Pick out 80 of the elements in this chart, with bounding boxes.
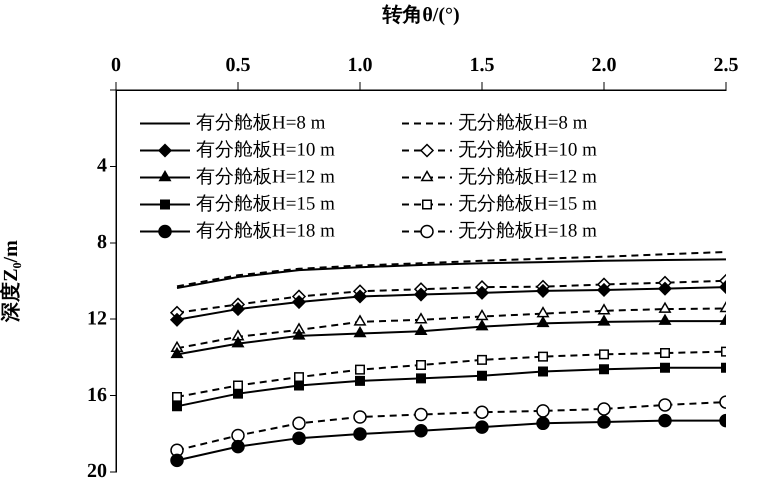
point <box>231 302 245 316</box>
y-tick-label: 20 <box>87 460 107 482</box>
point <box>294 380 304 390</box>
point <box>231 440 245 454</box>
point <box>232 336 244 348</box>
point <box>353 427 367 441</box>
point <box>599 364 609 374</box>
point <box>353 410 367 424</box>
point <box>292 416 306 430</box>
point <box>355 376 365 386</box>
point <box>477 354 487 365</box>
point <box>658 282 672 296</box>
legend-label: 无分舱板H=15 m <box>458 193 598 214</box>
point <box>170 313 184 327</box>
point <box>659 314 671 325</box>
x-tick-label: 1.5 <box>470 54 494 76</box>
point <box>537 316 549 328</box>
legend-label: 有分舱板H=8 m <box>196 112 326 134</box>
point <box>292 295 306 309</box>
point <box>477 370 487 381</box>
point <box>598 315 610 326</box>
point <box>658 398 672 412</box>
legend-label: 有分舱板H=12 m <box>196 166 336 188</box>
point <box>415 313 427 324</box>
point <box>231 428 245 442</box>
point <box>171 348 183 358</box>
point <box>660 362 670 373</box>
x-tick-label: 0 <box>111 54 121 76</box>
point <box>538 352 548 362</box>
legend-label: 有分舱板H=10 m <box>196 139 336 160</box>
point <box>476 310 488 320</box>
x-tick-label: 1.0 <box>348 54 372 76</box>
legend-label: 无分舱板H=8 m <box>458 112 588 134</box>
point <box>599 349 609 360</box>
point <box>475 405 489 419</box>
y-axis-title: 深度Z₀/m <box>0 240 22 323</box>
point <box>598 304 610 315</box>
point <box>353 290 367 304</box>
point <box>415 324 427 335</box>
point <box>597 402 611 416</box>
point <box>538 366 548 377</box>
y-tick-label: 12 <box>87 307 107 330</box>
point <box>658 414 672 428</box>
point <box>414 288 428 302</box>
point <box>170 454 184 468</box>
x-tick-label: 0.5 <box>226 54 250 76</box>
point <box>416 373 426 384</box>
legend-label: 无分舱板H=12 m <box>458 166 598 188</box>
point <box>537 306 549 318</box>
point <box>536 416 550 430</box>
point <box>476 320 488 330</box>
point <box>660 348 670 358</box>
y-tick-label: 8 <box>97 230 107 253</box>
point <box>354 326 366 338</box>
legend-label: 无分舱板H=10 m <box>458 139 598 160</box>
point <box>475 286 489 300</box>
legend-label: 无分舱板H=18 m <box>458 220 598 242</box>
point <box>597 283 611 297</box>
point <box>416 360 426 370</box>
point <box>233 388 243 399</box>
y-tick-label: 4 <box>97 154 107 177</box>
point <box>172 392 182 402</box>
point <box>536 404 550 418</box>
x-axis-title: 转角θ/(°) <box>381 4 460 26</box>
point <box>172 401 182 412</box>
point <box>536 284 550 298</box>
point <box>293 329 305 340</box>
point <box>597 415 611 429</box>
x-tick-label: 2.0 <box>592 54 616 76</box>
x-tick-label: 2.5 <box>714 54 738 76</box>
legend-label: 有分舱板H=18 m <box>196 220 336 242</box>
point <box>292 431 306 445</box>
legend-label: 有分舱板H=15 m <box>196 193 336 214</box>
point <box>414 408 428 422</box>
point <box>355 364 365 375</box>
y-tick-label: 16 <box>87 384 107 406</box>
point <box>659 302 671 313</box>
point <box>354 315 366 326</box>
point <box>475 420 489 434</box>
point <box>414 424 428 438</box>
